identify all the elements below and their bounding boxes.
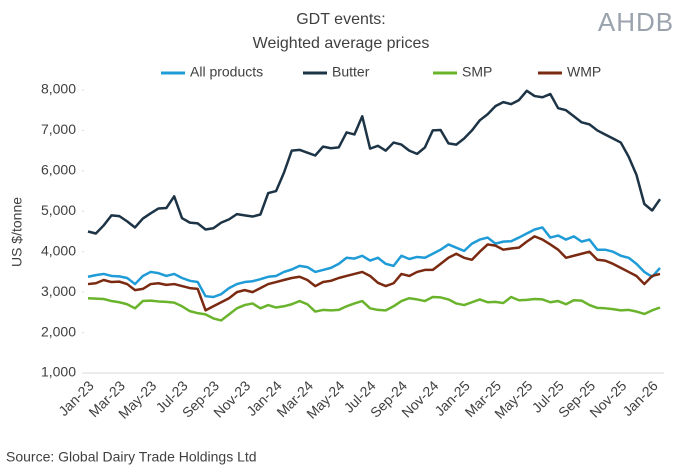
chart-subtitle: Weighted average prices [253, 35, 430, 52]
y-tick-label: 7,000 [41, 121, 76, 137]
y-tick-label: 3,000 [41, 283, 76, 299]
legend-label: All products [190, 64, 263, 80]
source-note: Source: Global Dairy Trade Holdings Ltd [6, 449, 257, 465]
y-tick-label: 4,000 [41, 242, 76, 258]
chart-title: GDT events: [296, 11, 386, 28]
series-line [87, 89, 662, 235]
y-axis-label: US $/tonne [9, 197, 25, 267]
legend-label: WMP [567, 64, 601, 80]
y-tick-label: 8,000 [41, 81, 76, 97]
x-tick-label: Jan-26 [619, 377, 661, 419]
legend-label: Butter [332, 64, 370, 80]
y-tick-label: 5,000 [41, 202, 76, 218]
series-line [87, 295, 661, 322]
y-tick-label: 6,000 [41, 162, 76, 178]
series-line [87, 235, 661, 312]
y-tick-label: 1,000 [41, 364, 76, 380]
logo: AHDB [598, 7, 674, 37]
legend-label: SMP [462, 64, 492, 80]
series-line [87, 226, 661, 299]
y-tick-label: 2,000 [41, 323, 76, 339]
